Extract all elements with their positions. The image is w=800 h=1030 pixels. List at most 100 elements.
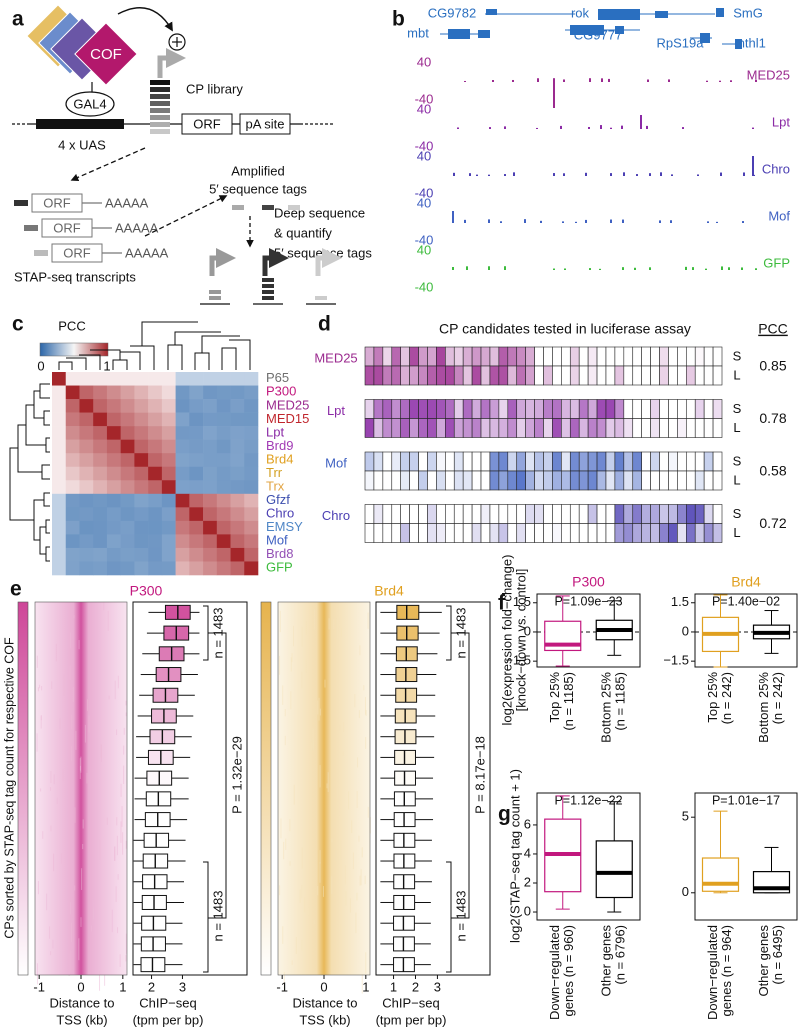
pcc-cell xyxy=(134,547,149,562)
pcc-cell xyxy=(175,466,190,481)
orf-box xyxy=(181,113,233,135)
heatmap-texture xyxy=(348,791,350,810)
luciferase-cell xyxy=(668,504,678,524)
tag xyxy=(14,200,28,206)
pcc-cell xyxy=(203,493,218,508)
promoter-arrow xyxy=(157,48,186,78)
pcc-cell xyxy=(65,493,80,508)
luciferase-cell xyxy=(614,365,625,386)
heatmap-texture xyxy=(99,971,101,991)
luciferase-cell xyxy=(552,504,562,524)
heatmap-texture xyxy=(339,795,341,816)
y-tick-label: 6 xyxy=(524,816,531,831)
heatmap-texture xyxy=(81,868,83,890)
luciferase-cell xyxy=(694,504,705,524)
heatmap-texture xyxy=(74,807,76,823)
panel-label: g xyxy=(498,803,511,826)
luciferase-cell xyxy=(400,451,410,472)
pcc-cell xyxy=(244,426,259,440)
luciferase-cell xyxy=(534,523,544,543)
luciferase-cell xyxy=(382,399,393,419)
heatmap-texture xyxy=(358,835,360,842)
luciferase-cell xyxy=(445,523,455,543)
pcc-cell xyxy=(120,426,135,440)
heatmap-texture xyxy=(125,840,127,849)
luciferase-cell xyxy=(703,365,714,386)
heatmap-texture xyxy=(365,709,367,716)
row-label: MED25 xyxy=(266,397,309,412)
pcc-cell xyxy=(93,412,108,427)
luciferase-cell xyxy=(677,365,687,386)
pcc-cell xyxy=(79,412,94,427)
luciferase-cell xyxy=(480,523,491,543)
luciferase-cell xyxy=(578,418,589,438)
luciferase-cell xyxy=(668,470,678,491)
colorbar-min: 0 xyxy=(37,358,44,373)
chart-title: P300 xyxy=(572,574,605,590)
heatmap-texture xyxy=(72,686,74,703)
track-signal xyxy=(553,173,555,176)
luciferase-cell xyxy=(596,365,607,386)
luciferase-cell xyxy=(685,365,696,386)
heatmap-texture xyxy=(82,819,84,829)
heatmap-texture xyxy=(284,735,286,746)
pcc-cell xyxy=(52,426,67,440)
track-signal xyxy=(610,127,612,129)
luciferase-cell xyxy=(596,418,607,438)
heatmap-texture xyxy=(71,746,73,762)
pcc-cell xyxy=(134,426,149,440)
track-signal xyxy=(504,174,506,176)
x-tick-label: 2 xyxy=(412,979,419,994)
luciferase-cell xyxy=(605,451,616,472)
pcc-cell xyxy=(120,547,135,562)
heatmap-texture xyxy=(53,774,55,785)
heatmap-texture xyxy=(317,885,319,896)
luciferase-cell xyxy=(668,523,678,543)
pcc-cell xyxy=(203,561,218,576)
gene-label: mbt xyxy=(407,25,429,40)
heatmap-texture xyxy=(359,875,361,886)
y-tick-label: 4 xyxy=(524,845,531,860)
heatmap-texture xyxy=(282,926,284,944)
library-part xyxy=(150,101,170,106)
pcc-cell xyxy=(65,412,80,427)
pcc-cell xyxy=(244,439,259,454)
f-ylabel: log2(expression fold−change) xyxy=(499,555,514,726)
tag xyxy=(24,225,38,231)
tag xyxy=(34,250,48,256)
pcc-cell xyxy=(244,547,259,562)
x-tick-label: (n = 242) xyxy=(719,672,734,724)
pcc-cell xyxy=(106,520,121,535)
luciferase-cell xyxy=(578,399,589,419)
luciferase-cell xyxy=(480,504,491,524)
luciferase-cell xyxy=(436,399,446,419)
pcc-cell xyxy=(216,507,231,522)
pcc-cell xyxy=(93,480,108,495)
track-signal xyxy=(464,219,466,223)
amplified-label: Amplified xyxy=(231,163,284,178)
pcc-cell xyxy=(175,547,190,562)
row-label: Brd8 xyxy=(266,546,293,561)
heatmap-texture xyxy=(123,727,125,735)
tag xyxy=(315,296,327,300)
x-tick-label: 3 xyxy=(434,979,441,994)
luciferase-cell xyxy=(507,451,518,472)
row-tag: L xyxy=(733,525,740,540)
luciferase-cell xyxy=(382,346,393,367)
luciferase-cell xyxy=(498,399,509,419)
heatmap-texture xyxy=(318,697,320,721)
luciferase-cell xyxy=(712,399,723,419)
luciferase-cell xyxy=(569,346,580,367)
gal4-label: GAL4 xyxy=(73,96,106,111)
luciferase-cell xyxy=(516,418,526,438)
luciferase-cell xyxy=(561,399,571,419)
luciferase-cell xyxy=(641,451,651,472)
luciferase-cell xyxy=(605,365,616,386)
pa-box xyxy=(239,113,291,135)
pcc-cell xyxy=(230,426,245,440)
luciferase-cell xyxy=(400,365,410,386)
heatmap-texture xyxy=(78,938,80,961)
luciferase-cell xyxy=(427,399,437,419)
heatmap-texture xyxy=(343,722,345,732)
